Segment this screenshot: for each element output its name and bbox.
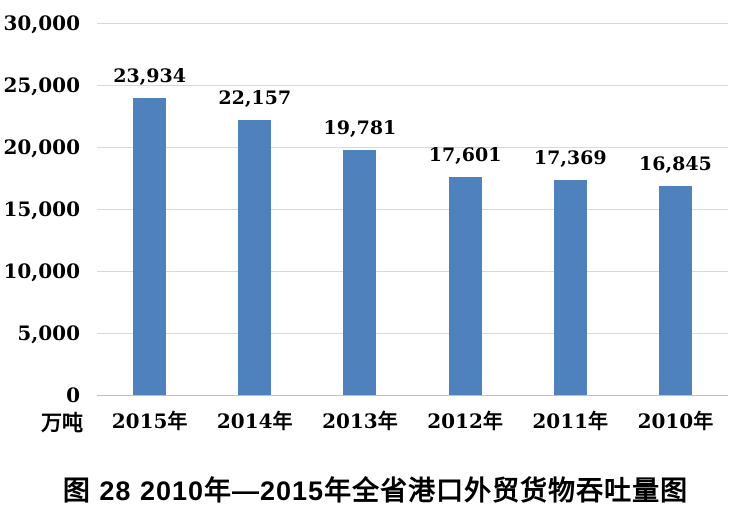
bar-value-label: 17,369 [533,146,607,169]
gridline [97,146,728,148]
x-axis-tick-label: 2011年 [532,409,609,433]
bar [448,176,482,395]
y-axis-tick-label: 0 [66,383,80,407]
x-axis-tick-label: 2012年 [427,409,503,433]
x-axis-tick-label: 2015年 [111,409,188,433]
bar [238,120,272,395]
y-axis-tick-label: 30,000 [3,11,80,35]
x-axis-line [97,394,728,396]
y-axis-tick-label: 5,000 [17,321,80,345]
bar-value-label: 16,845 [639,153,712,176]
gridline [97,208,728,210]
gridline [97,84,728,86]
gridline [97,332,728,334]
bar-value-label: 23,934 [113,65,186,88]
y-axis-tick-label: 15,000 [3,197,80,221]
bar-value-label: 22,157 [218,87,292,110]
gridline [97,22,728,24]
bar [658,186,692,395]
y-axis-tick-label: 10,000 [3,259,80,283]
bar [553,179,587,395]
chart-caption: 图 28 2010年—2015年全省港口外贸货物吞吐量图 [62,476,689,506]
x-axis-tick-label: 2010年 [637,409,714,433]
gridline [97,270,728,272]
y-axis-unit-label: 万吨 [41,410,83,435]
y-axis-tick-label: 20,000 [3,135,80,159]
bar [133,98,167,395]
bar [343,149,377,395]
y-axis-tick-label: 25,000 [3,73,80,97]
bar-value-label: 19,781 [323,116,397,139]
x-axis-tick-label: 2014年 [216,409,293,433]
x-axis-tick-label: 2013年 [322,409,398,433]
bar-value-label: 17,601 [428,143,502,166]
